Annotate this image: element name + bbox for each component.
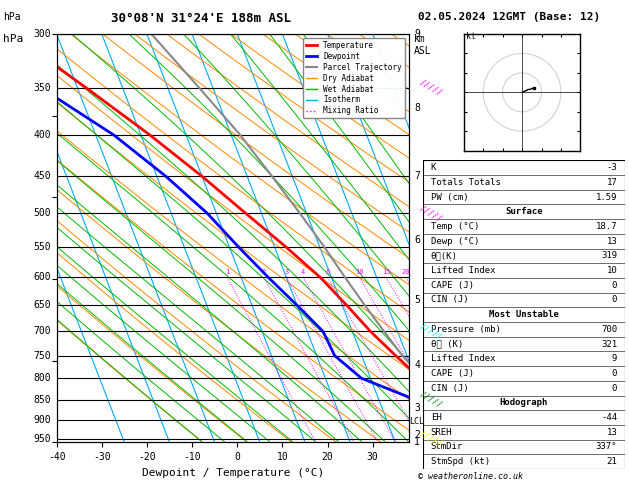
- Text: 0: 0: [612, 281, 617, 290]
- Text: /////: /////: [418, 389, 444, 410]
- Text: -44: -44: [601, 413, 617, 422]
- Text: Lifted Index: Lifted Index: [431, 354, 495, 363]
- Text: /////: /////: [418, 78, 444, 98]
- Text: 350: 350: [34, 83, 52, 93]
- Text: 700: 700: [34, 327, 52, 336]
- Text: 13: 13: [606, 428, 617, 437]
- Text: 6: 6: [414, 235, 420, 245]
- Text: 0: 0: [612, 383, 617, 393]
- Text: 9: 9: [414, 29, 420, 39]
- Text: /////: /////: [418, 429, 444, 449]
- Text: 900: 900: [34, 415, 52, 425]
- Text: 4: 4: [301, 269, 305, 275]
- Text: 321: 321: [601, 340, 617, 348]
- Text: 450: 450: [34, 172, 52, 181]
- Text: 400: 400: [34, 130, 52, 140]
- Text: StmDir: StmDir: [431, 442, 463, 451]
- Text: /////: /////: [418, 203, 444, 224]
- Text: 7: 7: [414, 172, 420, 181]
- Text: 319: 319: [601, 251, 617, 260]
- Text: Temp (°C): Temp (°C): [431, 222, 479, 231]
- Text: 5: 5: [414, 295, 420, 305]
- Text: 600: 600: [34, 272, 52, 282]
- Text: θᴇ (K): θᴇ (K): [431, 340, 463, 348]
- Text: kt: kt: [465, 32, 476, 41]
- Text: Dewp (°C): Dewp (°C): [431, 237, 479, 246]
- Text: 4: 4: [414, 360, 420, 370]
- Text: θᴇ(K): θᴇ(K): [431, 251, 458, 260]
- Text: 10: 10: [606, 266, 617, 275]
- Text: EH: EH: [431, 413, 442, 422]
- Text: 15: 15: [382, 269, 391, 275]
- Text: 750: 750: [34, 350, 52, 361]
- Text: Most Unstable: Most Unstable: [489, 310, 559, 319]
- Text: Surface: Surface: [505, 208, 543, 216]
- Text: /////: /////: [418, 321, 444, 342]
- Text: 0: 0: [612, 295, 617, 305]
- Text: Totals Totals: Totals Totals: [431, 178, 501, 187]
- Text: 18.7: 18.7: [596, 222, 617, 231]
- Text: 30°08'N 31°24'E 188m ASL: 30°08'N 31°24'E 188m ASL: [111, 12, 291, 25]
- Text: 10: 10: [355, 269, 364, 275]
- Text: 3: 3: [414, 403, 420, 413]
- Text: 2: 2: [414, 430, 420, 440]
- Text: 9: 9: [612, 354, 617, 363]
- Text: CIN (J): CIN (J): [431, 295, 469, 305]
- Text: 17: 17: [606, 178, 617, 187]
- Text: 550: 550: [34, 242, 52, 252]
- Text: 2: 2: [262, 269, 266, 275]
- Text: CAPE (J): CAPE (J): [431, 281, 474, 290]
- Text: 13: 13: [606, 237, 617, 246]
- Text: StmSpd (kt): StmSpd (kt): [431, 457, 490, 466]
- Text: 1: 1: [225, 269, 230, 275]
- Text: 02.05.2024 12GMT (Base: 12): 02.05.2024 12GMT (Base: 12): [418, 12, 601, 22]
- Text: 700: 700: [601, 325, 617, 334]
- Text: CAPE (J): CAPE (J): [431, 369, 474, 378]
- Text: 6: 6: [325, 269, 330, 275]
- Text: 800: 800: [34, 373, 52, 383]
- Text: SREH: SREH: [431, 428, 452, 437]
- Text: K: K: [431, 163, 436, 172]
- Text: 850: 850: [34, 395, 52, 404]
- Text: 337°: 337°: [596, 442, 617, 451]
- Legend: Temperature, Dewpoint, Parcel Trajectory, Dry Adiabat, Wet Adiabat, Isotherm, Mi: Temperature, Dewpoint, Parcel Trajectory…: [303, 38, 405, 119]
- Text: 950: 950: [34, 434, 52, 444]
- Text: 20: 20: [401, 269, 410, 275]
- Text: LCL: LCL: [409, 417, 425, 426]
- Text: hPa: hPa: [3, 34, 23, 44]
- Text: CIN (J): CIN (J): [431, 383, 469, 393]
- Text: 8: 8: [414, 103, 420, 113]
- Text: hPa: hPa: [3, 12, 21, 22]
- X-axis label: Dewpoint / Temperature (°C): Dewpoint / Temperature (°C): [142, 468, 324, 478]
- Text: 1: 1: [414, 437, 420, 447]
- Text: 0: 0: [612, 369, 617, 378]
- Text: 300: 300: [34, 29, 52, 39]
- Text: 500: 500: [34, 208, 52, 218]
- Text: -3: -3: [606, 163, 617, 172]
- Text: ASL: ASL: [414, 46, 431, 56]
- Text: Hodograph: Hodograph: [500, 399, 548, 407]
- Text: 1.59: 1.59: [596, 192, 617, 202]
- Text: Lifted Index: Lifted Index: [431, 266, 495, 275]
- Text: 21: 21: [606, 457, 617, 466]
- Text: © weatheronline.co.uk: © weatheronline.co.uk: [418, 472, 523, 481]
- Text: PW (cm): PW (cm): [431, 192, 469, 202]
- Text: km: km: [414, 34, 426, 44]
- Text: Pressure (mb): Pressure (mb): [431, 325, 501, 334]
- Text: 650: 650: [34, 300, 52, 311]
- Text: 3: 3: [284, 269, 289, 275]
